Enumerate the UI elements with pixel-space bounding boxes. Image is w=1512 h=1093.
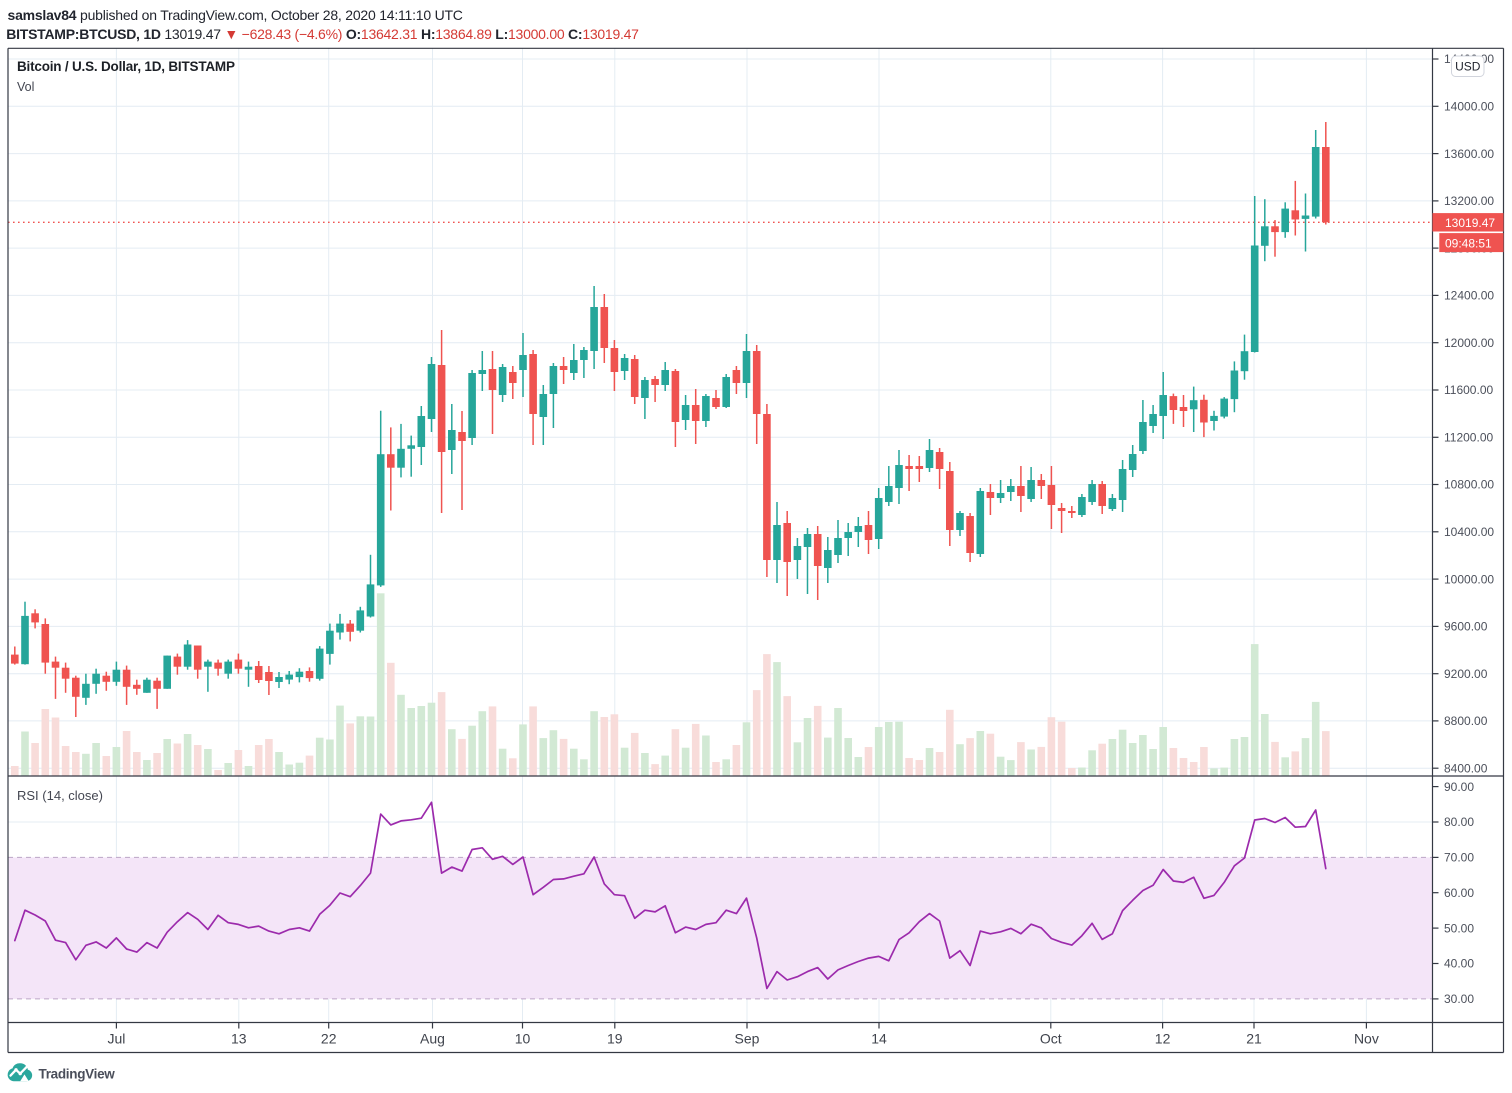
svg-text:TradingView: TradingView	[39, 1067, 116, 1082]
svg-text:10: 10	[515, 1031, 531, 1047]
svg-text:14: 14	[871, 1031, 887, 1047]
svg-text:80.00: 80.00	[1444, 815, 1474, 829]
svg-text:50.00: 50.00	[1444, 921, 1474, 935]
svg-text:13200.00: 13200.00	[1444, 194, 1494, 208]
svg-text:RSI (14, close): RSI (14, close)	[17, 788, 103, 803]
svg-text:10800.00: 10800.00	[1444, 478, 1494, 492]
svg-text:13019.47: 13019.47	[1445, 216, 1495, 230]
svg-text:9200.00: 9200.00	[1444, 667, 1488, 681]
svg-text:13: 13	[231, 1031, 247, 1047]
svg-text:Oct: Oct	[1040, 1031, 1062, 1047]
svg-text:Vol: Vol	[17, 80, 34, 94]
svg-text:Bitcoin / U.S. Dollar, 1D, BIT: Bitcoin / U.S. Dollar, 1D, BITSTAMP	[17, 59, 235, 74]
svg-text:Nov: Nov	[1354, 1031, 1379, 1047]
svg-text:19: 19	[607, 1031, 623, 1047]
svg-text:12000.00: 12000.00	[1444, 336, 1494, 350]
svg-text:12400.00: 12400.00	[1444, 289, 1494, 303]
svg-text:40.00: 40.00	[1444, 957, 1474, 971]
svg-text:USD: USD	[1455, 60, 1481, 74]
svg-text:60.00: 60.00	[1444, 886, 1474, 900]
svg-text:Sep: Sep	[735, 1031, 760, 1047]
svg-text:Jul: Jul	[107, 1031, 125, 1047]
svg-text:09:48:51: 09:48:51	[1445, 236, 1492, 250]
svg-text:10400.00: 10400.00	[1444, 525, 1494, 539]
svg-text:8400.00: 8400.00	[1444, 761, 1488, 775]
svg-text:13600.00: 13600.00	[1444, 147, 1494, 161]
svg-text:14000.00: 14000.00	[1444, 100, 1494, 114]
svg-text:8800.00: 8800.00	[1444, 714, 1488, 728]
svg-text:12: 12	[1155, 1031, 1171, 1047]
svg-text:Aug: Aug	[420, 1031, 445, 1047]
svg-text:21: 21	[1246, 1031, 1262, 1047]
svg-text:70.00: 70.00	[1444, 851, 1474, 865]
svg-text:11600.00: 11600.00	[1444, 383, 1493, 397]
svg-text:90.00: 90.00	[1444, 780, 1474, 794]
svg-text:9600.00: 9600.00	[1444, 620, 1488, 634]
svg-text:30.00: 30.00	[1444, 992, 1474, 1006]
svg-text:11200.00: 11200.00	[1444, 431, 1493, 445]
svg-text:10000.00: 10000.00	[1444, 572, 1494, 586]
svg-text:22: 22	[321, 1031, 337, 1047]
